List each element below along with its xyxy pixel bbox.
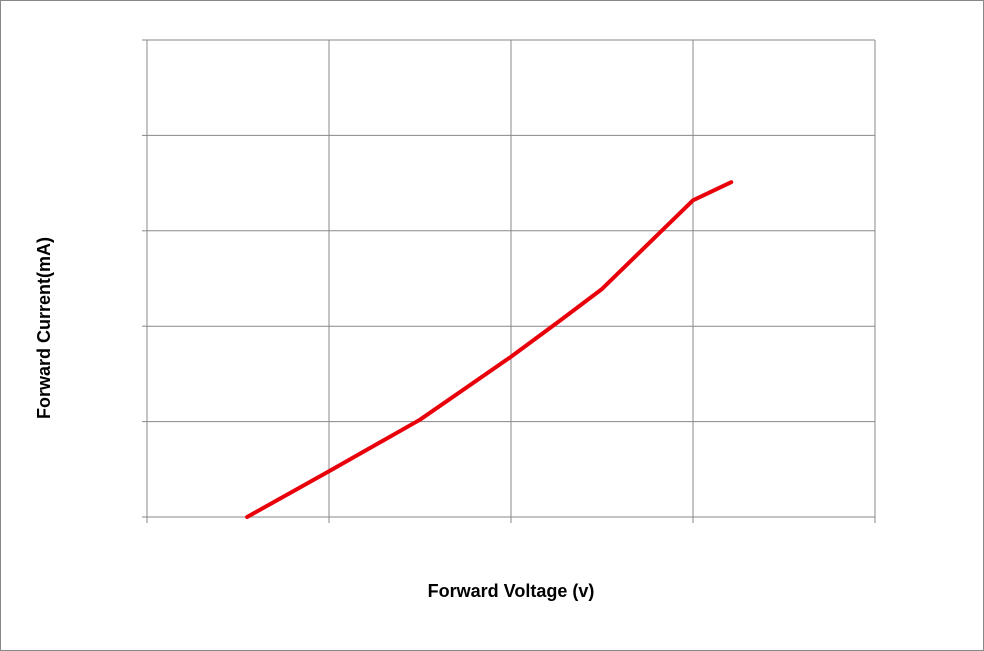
chart-border	[1, 1, 984, 651]
x-axis-title: Forward Voltage (v)	[428, 581, 595, 601]
y-axis-title: Forward Current(mA)	[34, 237, 54, 419]
chart: Forward Voltage (v) Forward Current(mA)	[0, 0, 984, 651]
page: {"chart_data": {"type": "line", "x_label…	[0, 0, 984, 651]
